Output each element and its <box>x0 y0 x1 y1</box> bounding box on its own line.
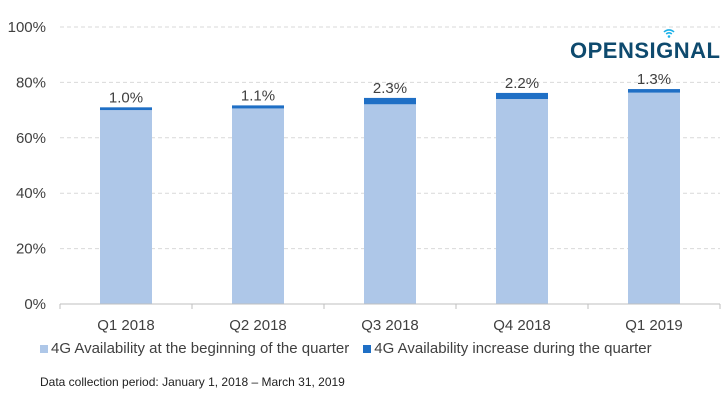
legend-label-base: 4G Availability at the beginning of the … <box>51 340 350 357</box>
signal-icon <box>663 29 675 38</box>
logo-text-start: OPENS <box>570 38 650 63</box>
y-tick-label: 80% <box>16 74 46 91</box>
legend-label-increase: 4G Availability increase during the quar… <box>374 340 652 357</box>
x-tick-label: Q1 2018 <box>97 317 155 334</box>
x-tick-label: Q2 2018 <box>229 317 287 334</box>
y-tick-label: 100% <box>8 19 46 36</box>
footnote: Data collection period: January 1, 2018 … <box>40 375 345 389</box>
bar-segment-base <box>496 99 548 305</box>
y-tick-label: 20% <box>16 241 46 258</box>
data-label: 2.2% <box>505 75 539 92</box>
x-tick-label: Q4 2018 <box>493 317 551 334</box>
data-label: 2.3% <box>373 80 407 97</box>
opensignal-logo: OPENSIGNAL <box>570 29 721 64</box>
x-tick-label: Q3 2018 <box>361 317 419 334</box>
bars <box>100 89 680 305</box>
bar-segment-increase <box>100 107 152 111</box>
y-tick-label: 0% <box>24 296 46 313</box>
logo-text-end: GNAL <box>656 38 721 63</box>
legend: 4G Availability at the beginning of the … <box>40 340 652 357</box>
bar-segment-base <box>364 104 416 305</box>
bar-segment-increase <box>364 97 416 105</box>
y-tick-label: 60% <box>16 130 46 147</box>
data-labels: 1.0% 1.1% 2.3% 2.2% 1.3% <box>109 71 671 106</box>
legend-swatch-increase <box>363 344 372 353</box>
bar-segment-base <box>232 108 284 304</box>
legend-item-base: 4G Availability at the beginning of the … <box>40 340 349 357</box>
logo-text-i: I <box>649 38 657 63</box>
data-label: 1.0% <box>109 89 143 106</box>
bar-segment-base <box>100 110 152 304</box>
bar-segment-increase <box>232 105 284 109</box>
legend-swatch-base <box>40 344 48 353</box>
bar-segment-base <box>628 92 680 304</box>
data-label: 1.1% <box>241 87 275 104</box>
data-label: 1.3% <box>637 71 671 88</box>
x-tick-label: Q1 2019 <box>625 317 683 334</box>
x-axis: Q1 2018 Q2 2018 Q3 2018 Q4 2018 Q1 2019 <box>59 303 721 334</box>
y-tick-label: 40% <box>16 185 46 202</box>
bar-segment-increase <box>496 92 548 100</box>
bar-segment-increase <box>628 89 680 93</box>
legend-item-increase: 4G Availability increase during the quar… <box>363 340 652 357</box>
y-axis-ticks: 0% 20% 40% 60% 80% 100% <box>8 19 46 313</box>
